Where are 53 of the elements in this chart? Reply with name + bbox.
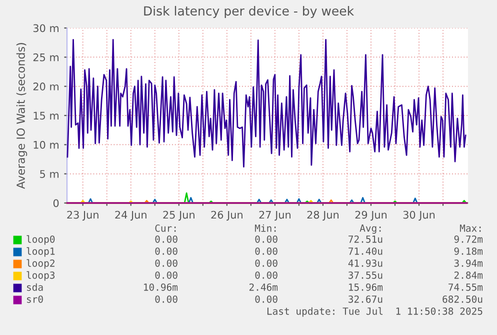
text: 15.96m: [349, 283, 383, 291]
text: 3.94m: [454, 259, 483, 267]
text: 0.00: [155, 295, 178, 303]
chart-title: Disk latency per device - by week: [144, 6, 354, 18]
text: Min:: [254, 224, 276, 232]
text: 9.72m: [454, 235, 483, 243]
line-series: [66, 38, 466, 168]
text: 0.00: [255, 271, 278, 279]
text: 37.55u: [348, 271, 382, 279]
x-tick-label: 27 Jun: [259, 210, 290, 221]
text: 0.00: [155, 247, 178, 255]
legend-label: loop1: [26, 247, 55, 257]
y-tick-label: 0: [53, 199, 59, 208]
y-axis-title: Average IO Wait (seconds): [16, 43, 28, 189]
text: Avg:: [360, 224, 381, 234]
y-tick-label: 5 m: [40, 170, 58, 178]
x-tick-label: 25 Jun: [163, 210, 194, 221]
text: 74.55m: [448, 284, 483, 291]
y-tick-label: 25 m: [33, 53, 58, 62]
y-tick-label: 30 m: [33, 24, 58, 32]
y-tick-label: 10 m: [34, 140, 58, 149]
text: 10.96m: [144, 283, 178, 291]
text: 32.67u: [348, 295, 382, 303]
text: 0.00: [255, 259, 278, 267]
text: 0.00: [255, 295, 278, 303]
text: 71.40u: [348, 247, 382, 255]
text: 0.00: [155, 259, 178, 267]
text: 0.00: [155, 235, 178, 243]
text: 9.18m: [454, 247, 483, 255]
text: 682.50u: [442, 295, 482, 303]
legend-label: loop3: [26, 271, 55, 281]
x-tick-label: 28 Jun: [307, 210, 338, 221]
text: Cur:: [155, 224, 176, 232]
y-tick-label: 20 m: [33, 82, 58, 90]
text: Last update: Tue Jul 1 11:50:38 2025: [267, 307, 482, 317]
text: Max:: [460, 224, 481, 232]
text: 0.00: [155, 271, 178, 279]
text: 2.84m: [454, 271, 483, 279]
legend-label: sr0: [27, 295, 43, 303]
x-tick-label: 23 Jun: [67, 210, 98, 221]
x-tick-label: 30 Jun: [403, 210, 435, 221]
text: 0.00: [255, 235, 278, 243]
text: 41.93u: [348, 259, 382, 267]
legend-label: loop0: [26, 235, 55, 245]
text: 0.00: [255, 247, 278, 255]
x-tick-label: 26 Jun: [211, 210, 242, 221]
legend-label: sda: [27, 283, 43, 291]
y-tick-label: 15 m: [34, 112, 58, 120]
x-tick-label: 29 Jun: [355, 210, 387, 221]
legend-label: loop2: [26, 259, 54, 269]
x-tick-label: 24 Jun: [115, 210, 146, 221]
text: 72.51u: [348, 235, 382, 243]
text: 2.46m: [249, 283, 278, 291]
